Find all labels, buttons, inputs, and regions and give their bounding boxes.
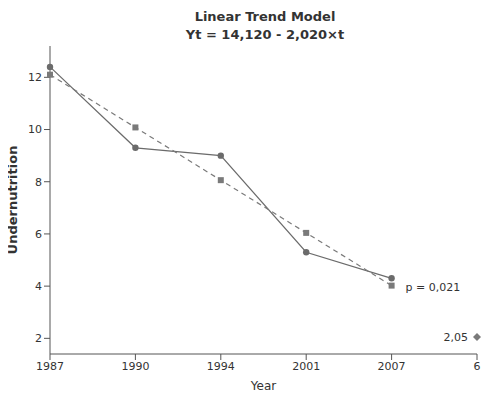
svg-text:p = 0,021: p = 0,021 [406,281,461,294]
svg-text:1987: 1987 [36,360,64,373]
svg-text:6: 6 [474,360,481,373]
svg-text:1990: 1990 [121,360,149,373]
svg-text:4: 4 [35,280,42,293]
html-text:Yt = 14,120 - 2,020×t: Yt = 14,120 - 2,020×t [185,27,345,42]
svg-text:10: 10 [28,123,42,136]
svg-text:12: 12 [28,71,42,84]
svg-text:2007: 2007 [378,360,406,373]
svg-text:8: 8 [35,176,42,189]
svg-text:Undernutrition: Undernutrition [8,146,20,255]
svg-text:2001: 2001 [292,360,320,373]
svg-text:6: 6 [35,228,42,241]
svg-text:Year: Year [250,379,276,390]
html-text:Linear Trend Model: Linear Trend Model [194,9,336,24]
svg-text:1994: 1994 [207,360,235,373]
svg-text:2: 2 [35,332,42,345]
svg-text:2,05: 2,05 [444,331,469,344]
